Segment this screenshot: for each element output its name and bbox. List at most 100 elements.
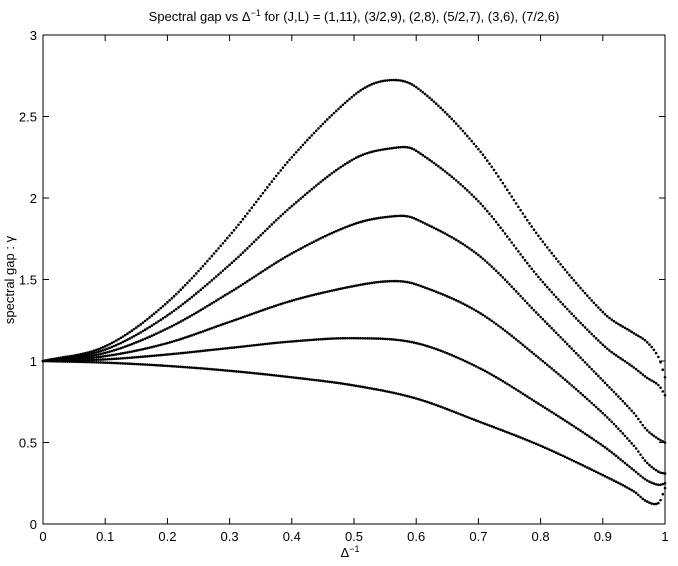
data-point (481, 204, 485, 208)
data-point (530, 440, 534, 444)
data-point (639, 335, 642, 339)
data-point (625, 327, 629, 331)
data-point (250, 312, 254, 316)
data-point (132, 356, 136, 359)
data-point (294, 249, 298, 253)
data-point (452, 297, 456, 301)
data-point (270, 305, 274, 309)
data-point (281, 374, 285, 378)
data-point (581, 393, 585, 397)
data-point (303, 295, 307, 299)
data-point (419, 284, 422, 288)
data-point (423, 286, 427, 289)
data-point (159, 364, 163, 367)
data-point (294, 376, 298, 380)
data-point (174, 352, 178, 355)
data-point (541, 359, 545, 363)
data-point (645, 341, 649, 344)
data-point (172, 309, 176, 312)
data-point (210, 367, 214, 371)
data-point (659, 386, 662, 389)
data-point (239, 220, 243, 224)
data-point (503, 185, 507, 188)
data-point (150, 334, 154, 338)
data-point (168, 312, 171, 316)
data-point (132, 334, 136, 338)
data-point (590, 436, 593, 440)
data-point (426, 344, 429, 348)
data-point (437, 104, 440, 108)
data-point (310, 338, 314, 342)
data-point (394, 78, 398, 82)
data-point (501, 379, 505, 383)
data-point (537, 275, 540, 279)
data-point (505, 382, 509, 386)
data-point (612, 422, 616, 426)
data-point (301, 195, 305, 198)
data-point (446, 113, 449, 116)
data-point (112, 344, 116, 348)
data-point (510, 195, 514, 198)
data-point (481, 313, 485, 317)
data-point (312, 293, 316, 297)
data-point (170, 352, 174, 356)
data-point (221, 241, 225, 245)
data-point (332, 288, 336, 292)
data-point (608, 349, 611, 352)
data-point (383, 337, 387, 341)
data-point (557, 372, 560, 376)
data-point (361, 283, 365, 286)
data-point (617, 427, 620, 430)
data-point (394, 279, 398, 283)
y-tick-label: 1 (30, 354, 37, 369)
data-point (346, 336, 349, 340)
data-point (214, 325, 218, 328)
data-point (330, 231, 334, 235)
data-point (206, 304, 209, 308)
data-point (637, 417, 640, 421)
data-point (246, 371, 249, 374)
data-point (452, 410, 456, 414)
data-point (617, 322, 620, 326)
data-point (279, 302, 282, 306)
x-tick-labels: 0 0.1 0.2 0.3 0.4 0.5 0.6 0.7 0.8 0.9 1 (39, 529, 668, 544)
data-point (617, 481, 620, 485)
data-point (268, 265, 271, 269)
data-point (326, 233, 329, 237)
data-point (183, 283, 187, 287)
data-point (314, 239, 318, 242)
data-point (639, 495, 642, 499)
data-point (130, 342, 134, 346)
data-point (219, 323, 223, 327)
data-point (110, 349, 114, 353)
data-point (392, 146, 396, 150)
data-point (452, 177, 456, 180)
data-point (61, 360, 65, 363)
data-point (194, 311, 198, 315)
data-point (108, 346, 111, 350)
data-point (494, 375, 498, 379)
data-point (592, 403, 596, 407)
data-point (572, 349, 576, 353)
data-point (452, 354, 456, 358)
data-point (570, 384, 573, 387)
data-point (212, 368, 216, 371)
data-point (432, 402, 436, 406)
data-point (608, 386, 611, 389)
data-point (281, 340, 285, 344)
data-point (317, 127, 320, 130)
data-point (619, 357, 622, 360)
data-point (268, 342, 271, 345)
data-point (432, 100, 436, 103)
data-point (101, 349, 105, 352)
data-point (286, 254, 289, 258)
data-point (257, 343, 260, 347)
data-point (277, 259, 280, 263)
data-point (459, 182, 462, 186)
data-point (314, 338, 318, 341)
data-point (323, 337, 327, 341)
data-point (137, 355, 140, 359)
data-point (372, 217, 376, 221)
data-point (543, 283, 547, 286)
data-point (332, 170, 336, 174)
